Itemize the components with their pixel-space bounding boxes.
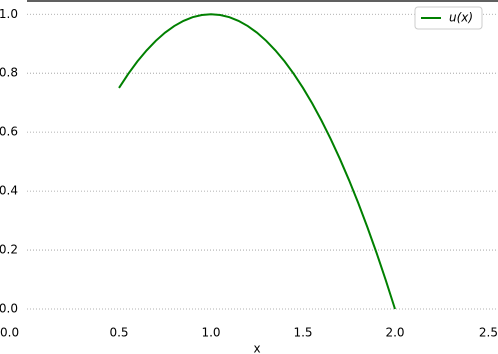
x-axis-label: x (253, 342, 260, 354)
x-tick-label: 2.5 (479, 326, 498, 340)
x-tick-label: 1.0 (201, 326, 220, 340)
line (118, 13, 396, 310)
x-tick-label: 0.0 (0, 326, 19, 340)
x-tick-label: 0.5 (109, 326, 128, 340)
y-tick-label: 0.6 (0, 125, 18, 139)
x-tick-label: 2.0 (385, 326, 404, 340)
legend-box (414, 6, 483, 30)
legend-label: u(x) (449, 11, 473, 25)
y-tick-label: 0.8 (0, 66, 18, 80)
y-tick-label: 0.0 (0, 302, 18, 316)
x-tick-label: 1.5 (293, 326, 312, 340)
y-tick-label: 1.0 (0, 7, 18, 21)
y-tick-label: 0.4 (0, 184, 18, 198)
y-tick-label: 0.2 (0, 243, 18, 257)
